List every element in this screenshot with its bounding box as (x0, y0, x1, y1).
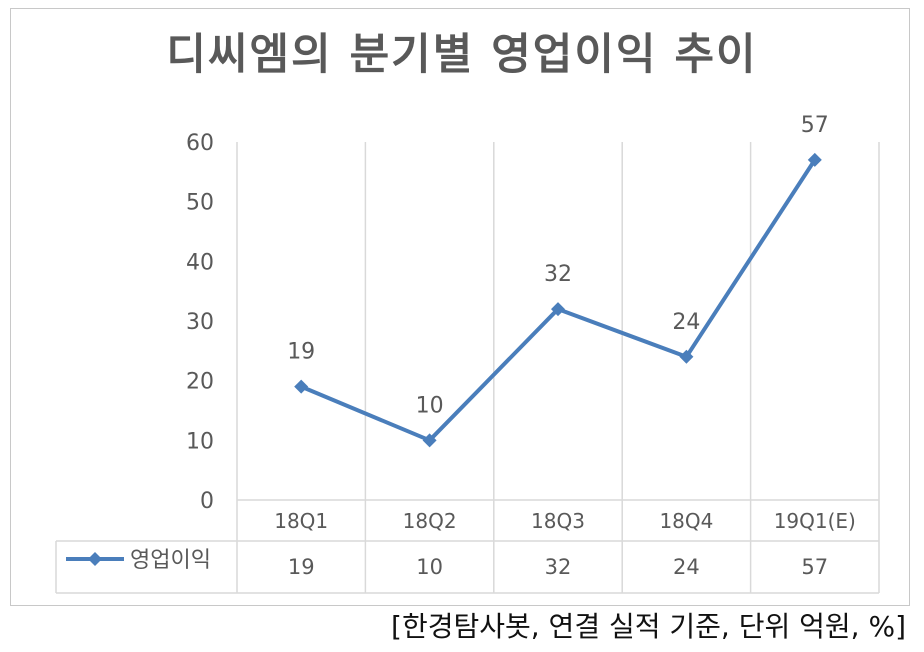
data-point-marker (422, 433, 437, 448)
x-tick-label: 19Q1(E) (774, 509, 856, 533)
y-tick-label: 20 (186, 370, 214, 395)
data-label: 19 (287, 340, 315, 365)
legend-marker (88, 552, 102, 566)
data-point-marker (294, 379, 309, 394)
data-point-marker (679, 349, 694, 364)
chart-frame (10, 8, 910, 606)
table-cell-value: 24 (673, 555, 700, 579)
y-tick-label: 50 (186, 191, 214, 216)
y-tick-label: 0 (200, 489, 214, 514)
table-cell-value: 10 (416, 555, 443, 579)
y-tick-label: 10 (186, 429, 214, 454)
chart-title: 디씨엠의 분기별 영업이익 추이 (166, 30, 758, 80)
x-tick-label: 18Q3 (531, 509, 585, 533)
table-cell-value: 32 (545, 555, 572, 579)
y-tick-label: 30 (186, 310, 214, 335)
data-label: 10 (416, 393, 444, 418)
x-tick-label: 18Q2 (403, 509, 457, 533)
table-cell-value: 19 (288, 555, 315, 579)
data-point-marker (551, 302, 565, 317)
table-cell-value: 57 (801, 555, 828, 579)
data-point-marker (807, 152, 822, 167)
x-tick-label: 18Q4 (659, 509, 713, 533)
y-tick-label: 60 (186, 131, 214, 156)
series-line (300, 158, 817, 443)
data-label: 57 (801, 113, 829, 138)
x-tick-label: 18Q1 (274, 509, 328, 533)
source-note: [한경탐사봇, 연결 실적 기준, 단위 억원, %] (391, 610, 906, 643)
y-tick-label: 40 (186, 250, 214, 275)
data-label: 24 (672, 310, 700, 335)
data-label: 32 (544, 262, 572, 287)
legend-label: 영업이익 (130, 548, 211, 573)
